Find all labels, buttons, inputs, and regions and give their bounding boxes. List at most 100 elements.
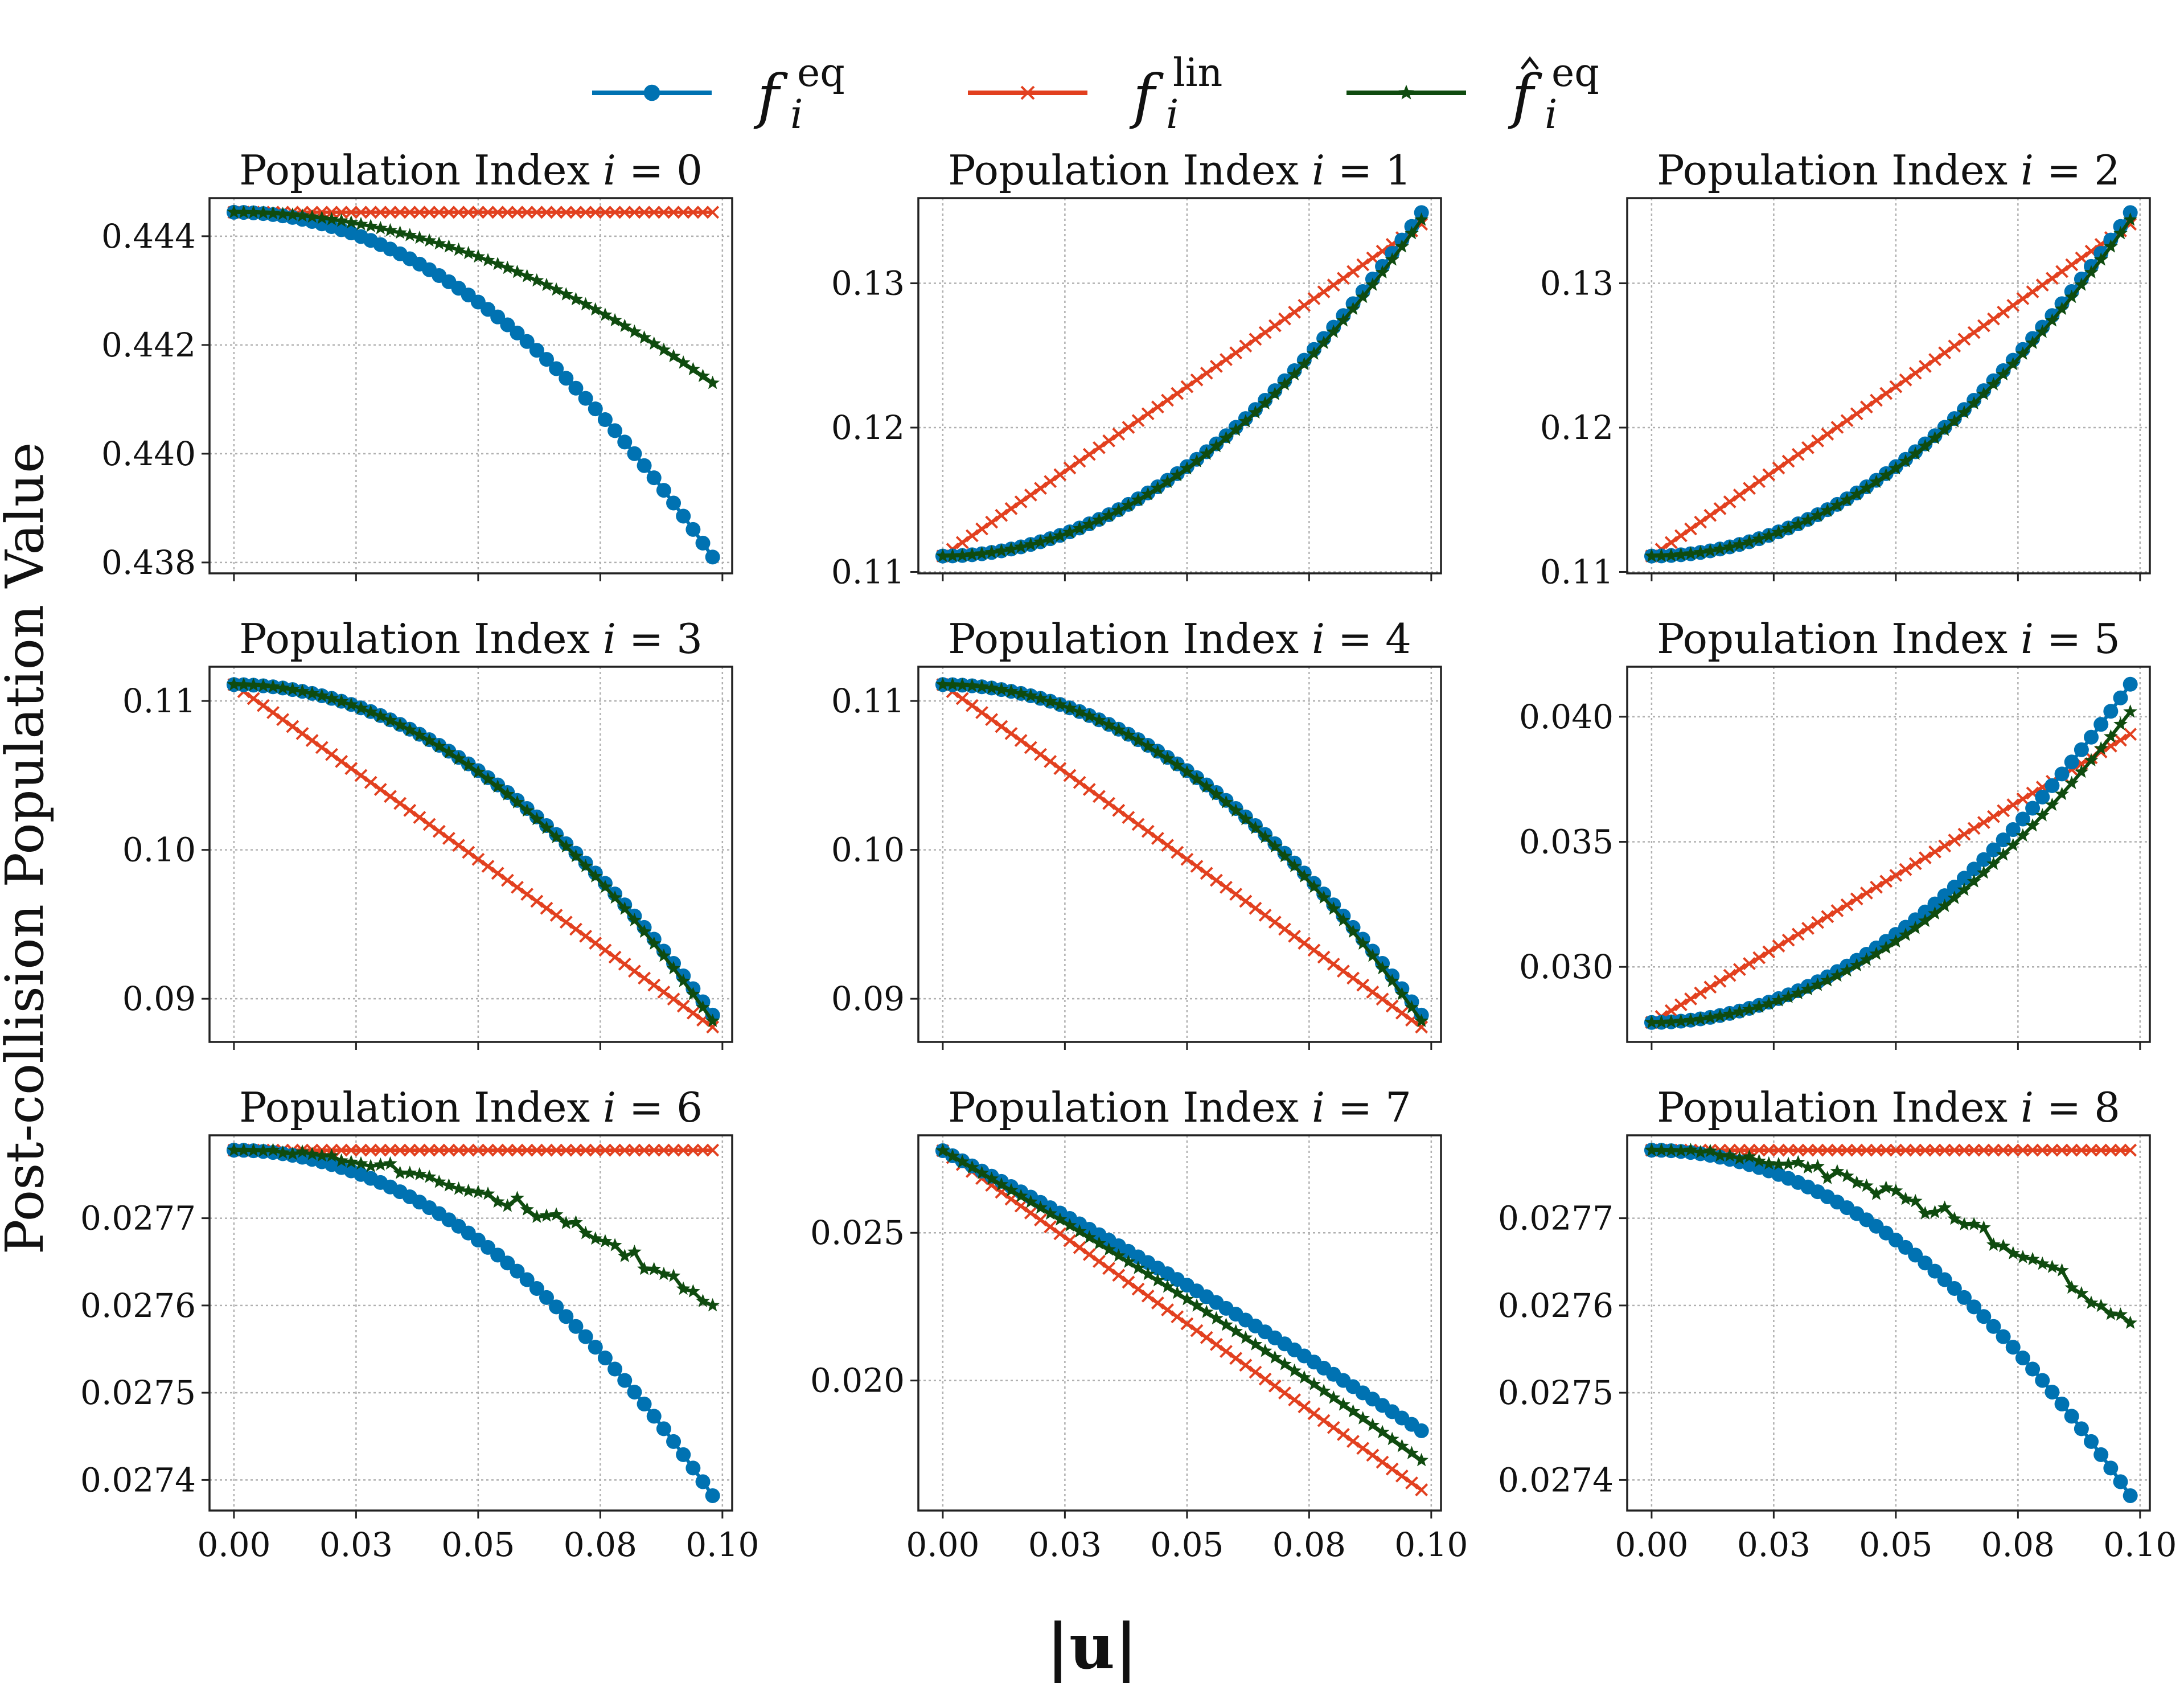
axes-frame: [208, 197, 733, 574]
data-point: [373, 220, 388, 235]
data-point: [1209, 787, 1224, 801]
data-point: [1869, 1187, 1883, 1200]
data-point: [695, 535, 711, 551]
data-point: [995, 720, 1008, 733]
series-feq: [226, 1143, 720, 1503]
data-point: [384, 206, 397, 219]
data-point: [1034, 1213, 1047, 1226]
data-point: [569, 206, 582, 219]
data-point: [511, 1143, 524, 1157]
data-point: [559, 839, 573, 853]
subplot-title: Population Index i = 8: [1657, 1084, 2120, 1131]
data-point: [393, 1143, 407, 1157]
data-point: [1889, 869, 1903, 882]
data-point: [520, 1143, 534, 1157]
data-point: [618, 1143, 631, 1157]
data-point: [1053, 697, 1068, 711]
data-point: [393, 797, 407, 810]
data-point: [705, 1298, 720, 1312]
data-point: [549, 282, 564, 296]
data-point: [646, 470, 662, 486]
data-point: [1209, 1311, 1224, 1325]
data-point: [334, 1153, 348, 1167]
y-tick-label: 0.12: [1540, 408, 1614, 447]
data-point: [393, 225, 407, 239]
data-point: [403, 723, 417, 736]
data-point: [994, 1177, 1009, 1191]
data-point: [1947, 879, 1962, 894]
legend-superscript: eq: [797, 51, 845, 96]
y-tick-label: 0.440: [101, 434, 196, 473]
data-point: [705, 1013, 720, 1027]
y-tick-label: 0.09: [831, 979, 905, 1018]
data-point: [1693, 1144, 1708, 1159]
subplot-title: Population Index i = 5: [1657, 615, 2120, 663]
data-point: [1053, 468, 1067, 482]
data-point: [1674, 998, 1688, 1012]
data-point: [1190, 860, 1204, 873]
data-point: [236, 1143, 251, 1156]
data-point: [1140, 487, 1155, 500]
legend-subscript: i: [1166, 91, 1179, 138]
data-point: [608, 206, 622, 219]
data-point: [2055, 265, 2068, 278]
data-point: [1957, 1143, 1971, 1157]
data-point: [1898, 1192, 1913, 1205]
data-point: [1199, 779, 1214, 793]
data-point: [1287, 859, 1302, 872]
data-point: [266, 1143, 280, 1156]
data-point: [1986, 377, 2001, 391]
data-point: [1102, 1262, 1116, 1275]
legend-superscript: eq: [1551, 51, 1599, 96]
subplot-title: Population Index i = 0: [239, 146, 703, 194]
data-point: [2006, 838, 2021, 852]
data-point: [1346, 971, 1360, 985]
data-point: [1013, 686, 1028, 700]
data-point: [1801, 1143, 1814, 1157]
data-point: [1830, 498, 1845, 512]
data-point: [325, 748, 338, 761]
data-point: [2025, 1251, 2040, 1266]
data-point: [315, 210, 329, 224]
data-point: [647, 206, 661, 219]
data-point: [1997, 1143, 2010, 1157]
x-tick-label: 0.00: [1615, 1525, 1688, 1564]
data-point: [685, 1460, 701, 1476]
data-point: [1879, 467, 1894, 482]
series-line: [233, 210, 715, 559]
data-point: [1365, 948, 1380, 962]
data-point: [451, 242, 466, 256]
data-point: [1405, 1000, 1419, 1013]
data-point: [695, 1474, 711, 1489]
data-point: [1684, 1142, 1698, 1156]
data-point: [2006, 1246, 2021, 1259]
subplot-title: Population Index i = 6: [239, 1084, 703, 1131]
x-tick-label: 0.03: [1028, 1525, 1102, 1564]
legend-marker: [643, 84, 660, 101]
data-point: [1151, 481, 1165, 495]
data-point: [696, 1294, 710, 1307]
data-point: [1014, 1199, 1028, 1213]
y-tick-label: 0.11: [1540, 552, 1614, 591]
data-point: [2055, 301, 2069, 315]
data-point: [1346, 265, 1360, 278]
data-point: [403, 228, 417, 241]
data-point: [461, 758, 476, 771]
data-point: [1395, 239, 1409, 253]
data-point: [1674, 547, 1688, 561]
data-point: [2093, 717, 2109, 732]
subplot-title: Population Index i = 3: [239, 615, 703, 663]
data-point: [1053, 762, 1067, 775]
data-point: [1102, 434, 1116, 448]
series-fhat: [1644, 704, 2137, 1029]
data-point: [1034, 748, 1047, 761]
data-point: [276, 207, 290, 220]
data-point: [1346, 301, 1360, 315]
data-point: [1004, 541, 1019, 555]
data-point: [246, 678, 261, 691]
data-point: [1859, 952, 1874, 966]
data-point: [1957, 333, 1971, 346]
data-point: [579, 1143, 593, 1157]
data-point: [276, 713, 290, 727]
data-point: [2064, 1409, 2079, 1424]
